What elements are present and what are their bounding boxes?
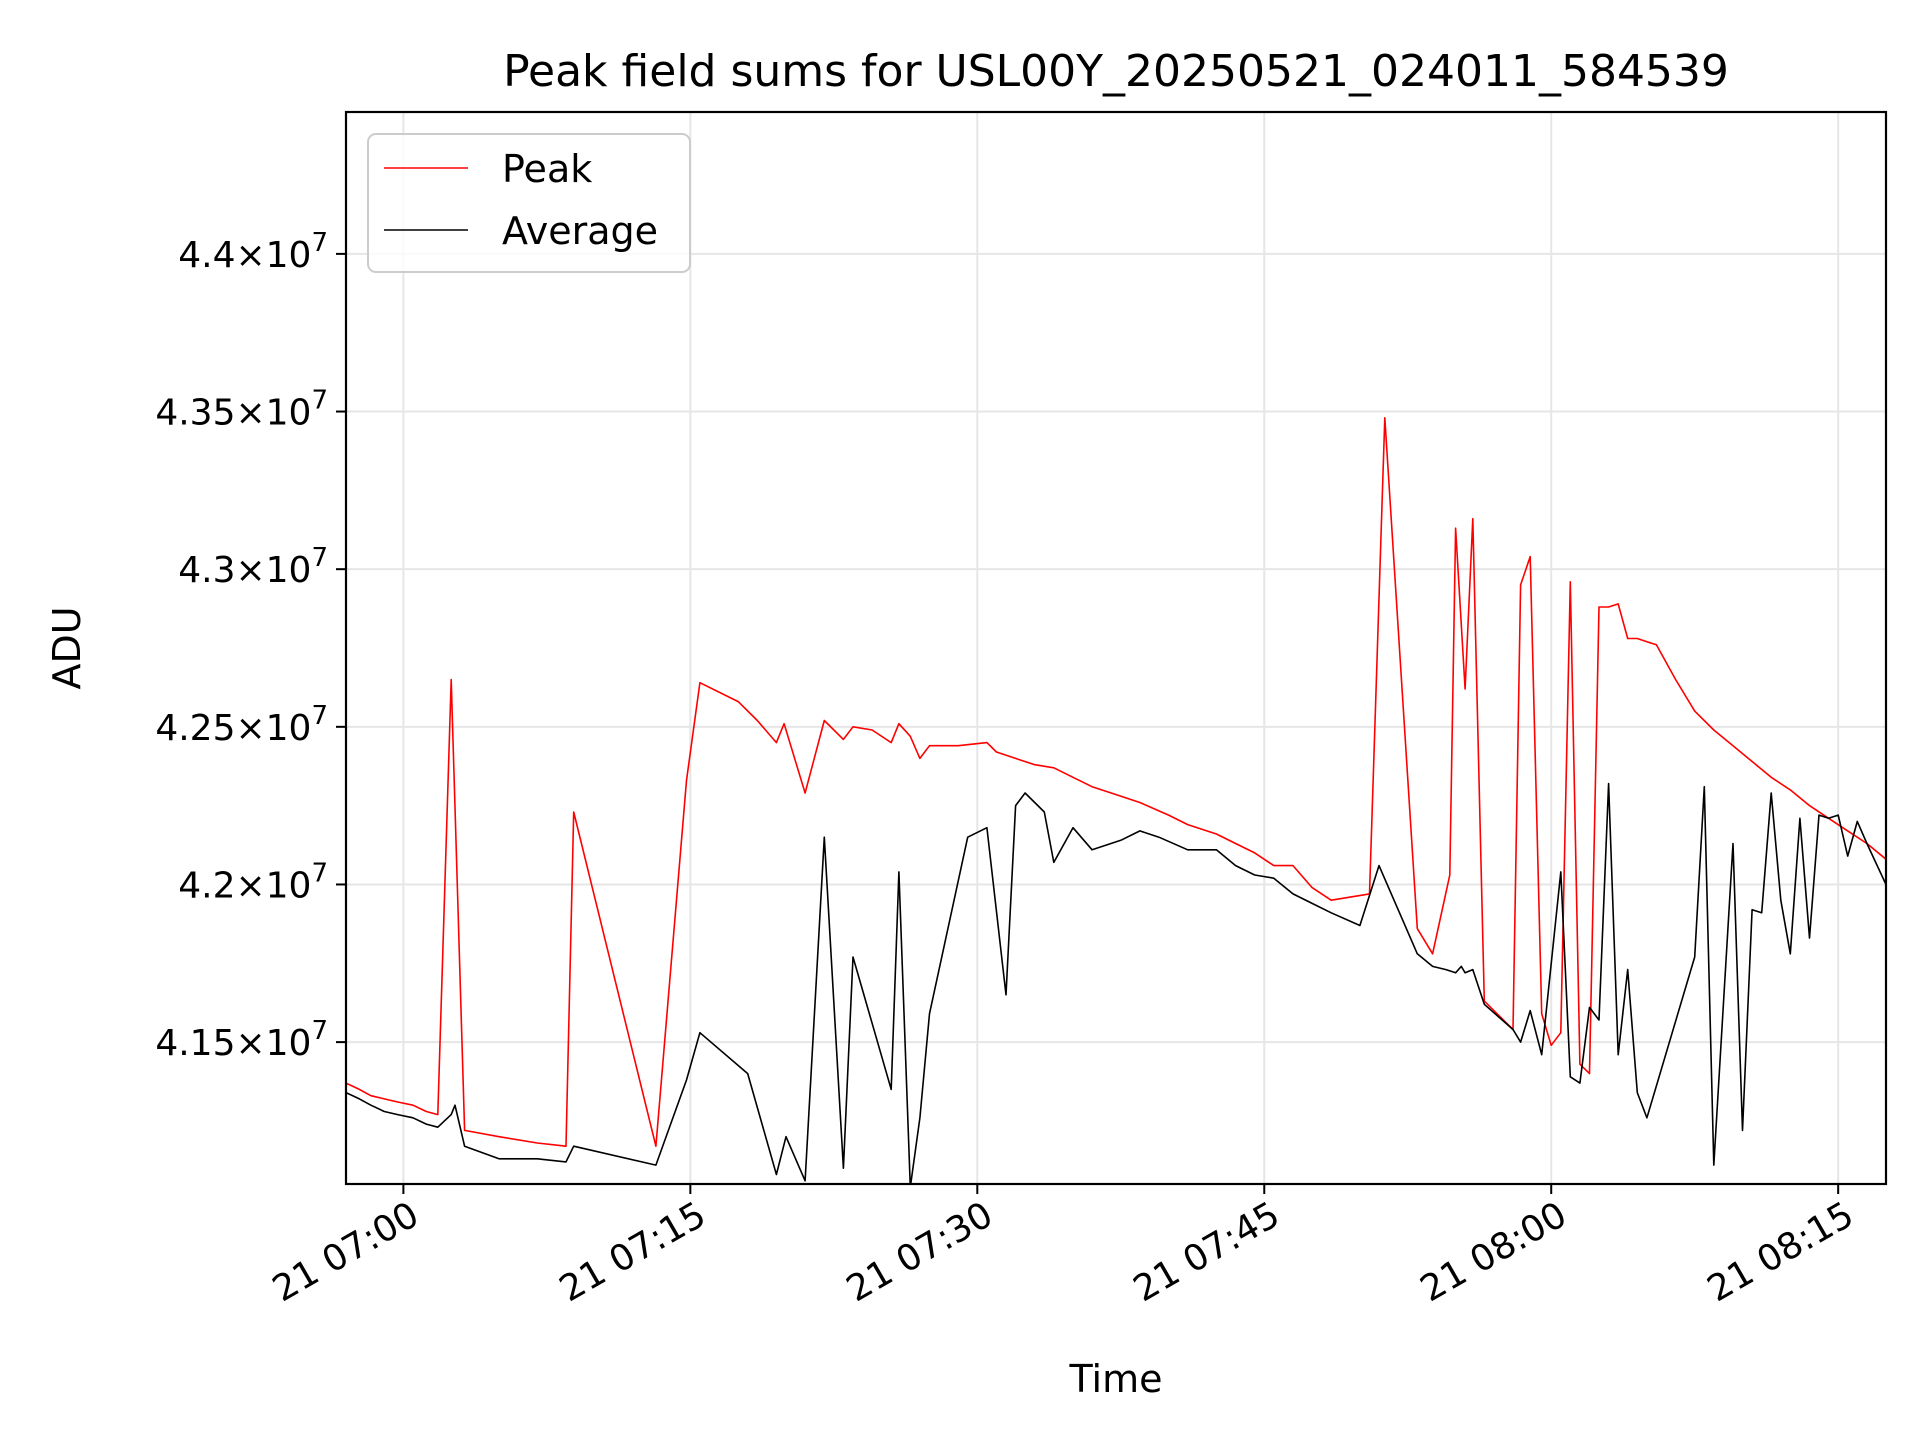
legend: Peak Average [367, 133, 691, 273]
y-tick-label: 4.35×107 [155, 386, 328, 434]
y-tick-label: 4.4×107 [178, 228, 328, 276]
y-tick-label: 4.25×107 [155, 701, 328, 749]
y-tick-label: 4.3×107 [178, 543, 328, 591]
plot-frame [344, 110, 1888, 1186]
legend-label-peak: Peak [502, 147, 592, 191]
legend-label-average: Average [502, 209, 658, 253]
series-layer [346, 417, 1886, 1184]
chart-title: Peak field sums for USL00Y_20250521_0240… [503, 46, 1729, 97]
x-axis-label: Time [1069, 1357, 1163, 1401]
series-line-average [346, 782, 1886, 1184]
series-line-peak [346, 417, 1886, 1147]
y-axis-label: ADU [45, 606, 89, 689]
y-tick-label: 4.2×107 [178, 858, 328, 906]
y-tick-label: 4.15×107 [155, 1016, 328, 1064]
grid [346, 112, 1886, 1184]
